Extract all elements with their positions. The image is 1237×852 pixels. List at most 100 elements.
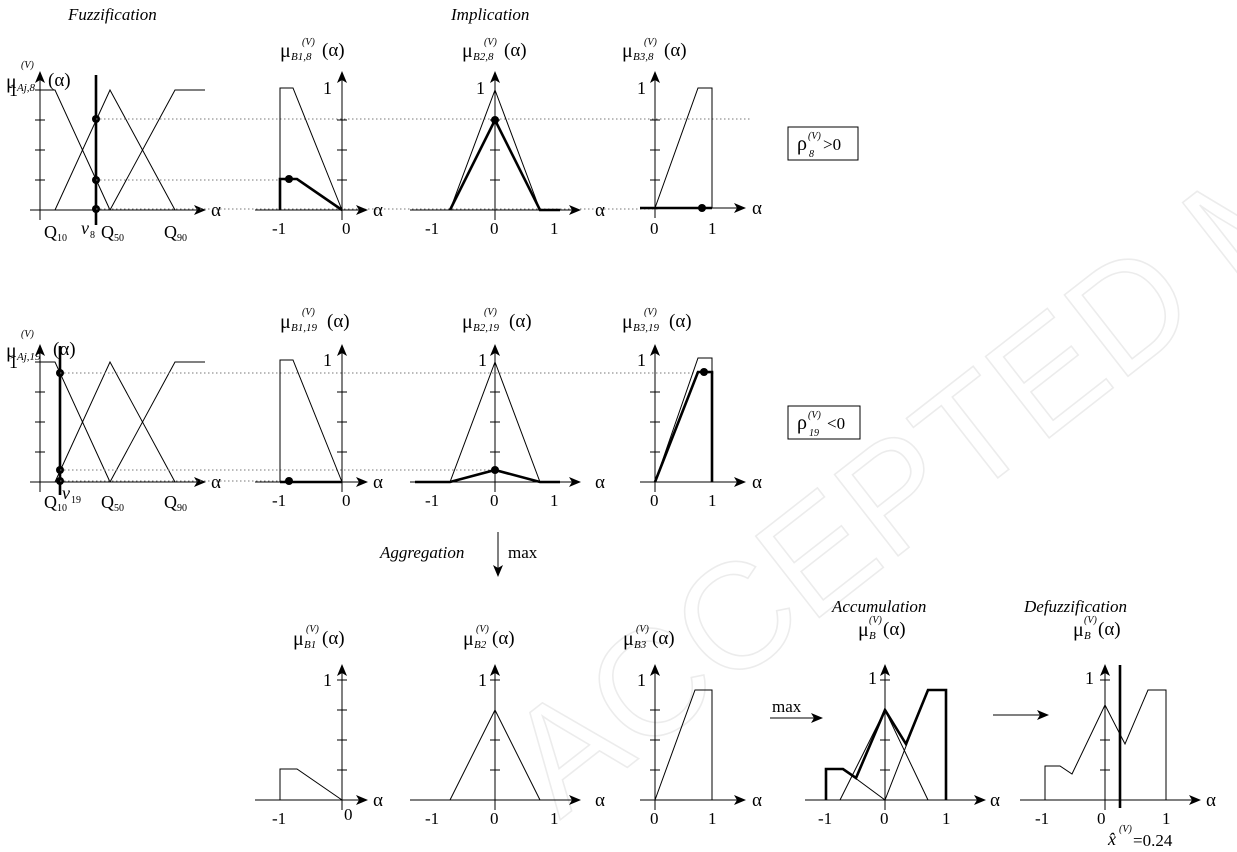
row19-q90-sub: 90: [177, 503, 187, 514]
accumulation-tick-one-x: 1: [942, 809, 951, 828]
accumulation-tick-one: 1: [868, 668, 877, 688]
row8-a-axis-mu: μ: [6, 71, 17, 93]
membership-a1-curve: [40, 89, 111, 211]
row8-b1-axis-sup: (V): [302, 37, 315, 48]
row19-rho-box: ρ (V) 19 <0: [787, 405, 861, 440]
row8-q10-label: Q: [44, 222, 57, 242]
accumulation-axis-arg: (α): [883, 619, 906, 640]
row19-b3-dot: [700, 368, 708, 376]
row8-b2-tick-one-x: 1: [550, 219, 559, 238]
row19-b2-tick-one-x: 1: [550, 491, 559, 510]
row19-a2-curve: [54, 360, 176, 483]
row19-b1-panel: μ B1,19 (V) (α) 1 -1 0 α: [255, 307, 383, 510]
aggregated-b3-x-alpha: α: [752, 790, 762, 811]
aggregated-b2-axis-sup: (V): [476, 624, 489, 635]
aggregated-b1-tick-one: 1: [323, 670, 332, 690]
accumulation-tick-zero: 0: [880, 809, 889, 828]
aggregated-b1-axis-sup: (V): [306, 624, 319, 635]
row19-a3-curve: [109, 361, 205, 483]
row19-b1-tick-neg: -1: [272, 491, 286, 510]
row8-b3-membership: [654, 87, 713, 209]
row19-b3-axis-mu: μ: [622, 311, 633, 333]
aggregated-b2-axis-arg: (α): [492, 628, 515, 649]
defuzzification-title: Defuzzification: [1023, 597, 1127, 616]
aggregated-b3-panel: μ B3 (V) (α) 1 0 1 α: [623, 624, 762, 828]
row8-b1-axis-sub: B1,8: [291, 51, 312, 63]
row8-rho-sub: 8: [809, 149, 814, 160]
row19-v-label: v: [62, 483, 70, 503]
row19-b2-panel: μ B2,19 (V) (α) 1 -1 0 1 α: [410, 307, 605, 510]
row8-b3-tick-one-x: 1: [708, 219, 717, 238]
aggregated-b1-tick-zero: 0: [344, 805, 353, 824]
accumulation-b3-curve: [884, 689, 947, 801]
row19-b3-axis-sup: (V): [644, 307, 657, 318]
aggregation-label: Aggregation: [379, 543, 464, 562]
membership-a3-curve: [109, 89, 205, 211]
defuzzification-panel: μ B (V) (α) 1 -1 0 1 α x̂ (V) =0.24: [1020, 615, 1216, 850]
row8-a-axis-arg: (α): [48, 70, 71, 91]
row19-a-axis-sub: Aj,19: [16, 351, 41, 363]
row8-b2-tick-one: 1: [476, 78, 485, 98]
row8-fuzzification-panel: μ Aj,8 (V) (α) 1 α Q 10 v 8 Q 50 Q 90: [6, 60, 221, 244]
row19-b1-axis-sup: (V): [302, 307, 315, 318]
aggregated-b1-axis-mu: μ: [293, 628, 304, 650]
row19-b3-tick-zero: 0: [650, 491, 659, 510]
result-sup: (V): [1119, 824, 1132, 835]
fuzzification-title: Fuzzification: [67, 5, 157, 24]
row19-b1-axis-mu: μ: [280, 311, 291, 333]
aggregated-b3-tick-one: 1: [637, 670, 646, 690]
row19-b3-x-alpha: α: [752, 472, 762, 493]
defuzzification-tick-one: 1: [1085, 668, 1094, 688]
row8-rho-sup: (V): [808, 131, 821, 142]
row8-b3-axis-mu: μ: [622, 40, 633, 62]
accumulation-title: Accumulation: [831, 597, 926, 616]
row8-q50-sub: 50: [114, 233, 124, 244]
row19-b1-axis-sub: B1,19: [291, 322, 317, 334]
row8-q90-sub: 90: [177, 233, 187, 244]
defuzzification-axis-sub: B: [1084, 630, 1091, 642]
row8-b3-dot: [698, 204, 706, 212]
row19-a-tick-one: 1: [9, 352, 18, 372]
row19-q50-label: Q: [101, 492, 114, 512]
row19-b2-x-alpha: α: [595, 472, 605, 493]
row8-b2-tick-neg: -1: [425, 219, 439, 238]
accumulation-axis-mu: μ: [858, 619, 869, 641]
row19-a-x-alpha: α: [211, 472, 221, 493]
row19-b2-tick-neg: -1: [425, 491, 439, 510]
row8-b1-implied: [278, 177, 343, 212]
row19-b2-tick-one: 1: [478, 350, 487, 370]
defuzzification-tick-neg: -1: [1035, 809, 1049, 828]
row8-b1-tick-one: 1: [323, 78, 332, 98]
defuzzification-tick-one-x: 1: [1162, 809, 1171, 828]
row8-q90-label: Q: [164, 222, 177, 242]
row19-rho-sup: (V): [808, 410, 821, 421]
row19-b1-axis-arg: (α): [327, 311, 350, 332]
row8-b3-x-alpha: α: [752, 198, 762, 219]
row8-b2-dot: [491, 116, 499, 124]
row8-b2-tick-zero: 0: [490, 219, 499, 238]
row19-b2-axis-sub: B2,19: [473, 322, 499, 334]
aggregated-b1-x-alpha: α: [373, 790, 383, 811]
row19-b3-axis-sub: B3,19: [633, 322, 659, 334]
row8-b1-membership: [279, 87, 343, 211]
aggregated-b3-axis-arg: (α): [652, 628, 675, 649]
defuzzification-aggregate-curve: [1044, 689, 1167, 800]
row19-b3-tick-one-x: 1: [708, 491, 717, 510]
aggregated-b3-axis-mu: μ: [623, 628, 634, 650]
accumulation-x-alpha: α: [990, 790, 1000, 811]
row8-b1-panel: μ B1,8 (V) (α) 1 -1 0 α: [255, 37, 383, 238]
row19-b2-axis-arg: (α): [509, 311, 532, 332]
defuzzification-tick-zero: 0: [1097, 809, 1106, 828]
row19-b2-tick-zero: 0: [490, 491, 499, 510]
aggregated-b2-tick-one-x: 1: [550, 809, 559, 828]
aggregated-b2-axis-mu: μ: [463, 628, 474, 650]
row19-b2-dot: [491, 466, 499, 474]
row19-b1-tick-zero: 0: [342, 491, 351, 510]
aggregated-b3-tick-one-x: 1: [708, 809, 717, 828]
row8-b2-axis-sub: B2,8: [473, 51, 494, 63]
row8-q50-label: Q: [101, 222, 114, 242]
aggregated-b1-panel: μ B1 (V) (α) 1 -1 0 α: [255, 624, 383, 828]
accumulation-tick-neg: -1: [818, 809, 832, 828]
result-value: =0.24: [1133, 831, 1173, 850]
